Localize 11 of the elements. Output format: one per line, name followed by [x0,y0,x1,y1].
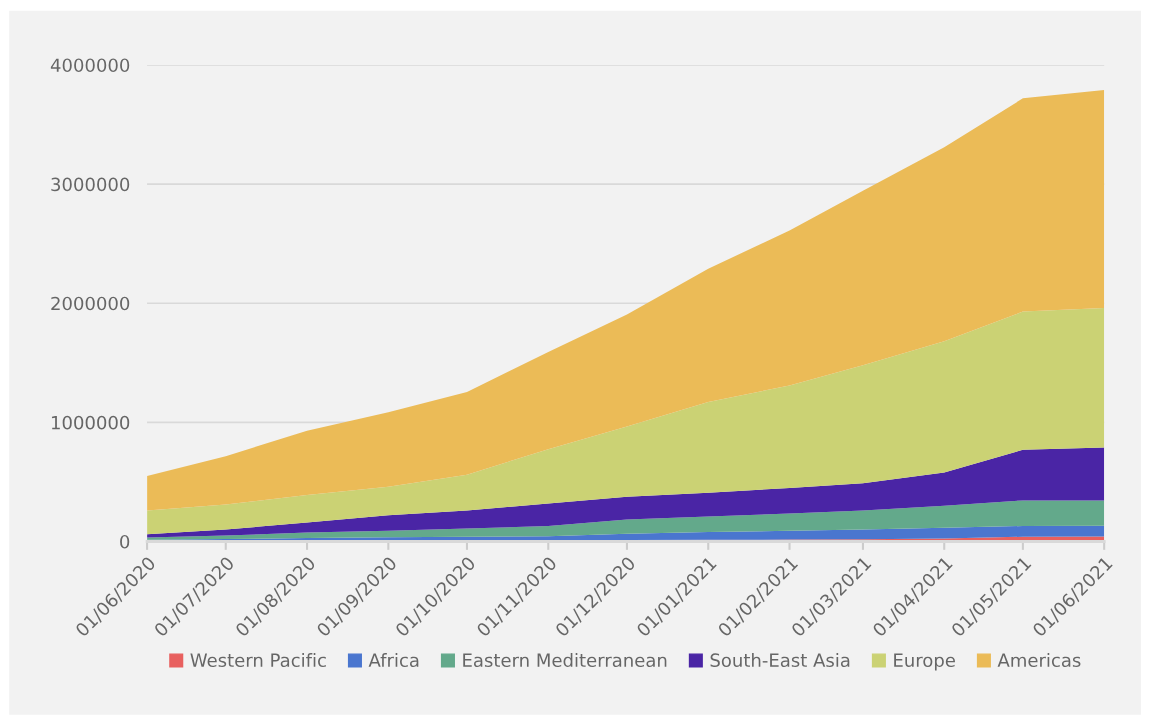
legend-label: Eastern Mediterranean [463,653,667,668]
legend-label: Western Pacific [190,653,326,668]
legend-label: South-East Asia [710,653,850,668]
y-tick-label: 0 [120,534,130,549]
y-tick-label: 4000000 [50,58,130,73]
y-tick-label: 2000000 [51,296,130,311]
y-tick-label: 3000000 [51,177,130,192]
legend-label: Europe [894,653,955,671]
legend-label: Africa [368,653,419,668]
y-tick-label: 1000000 [51,415,130,430]
legend-label: Americas [997,653,1081,668]
